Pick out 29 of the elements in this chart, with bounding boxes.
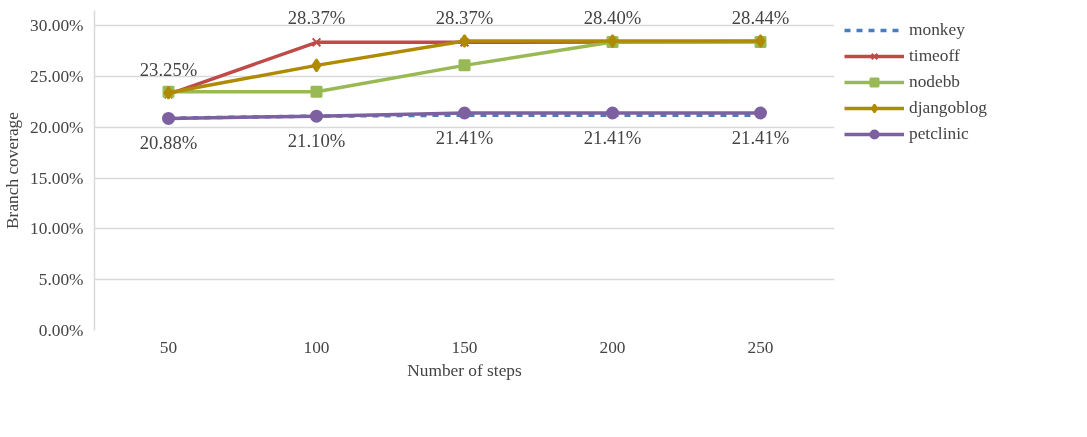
y-tick-label: 20.00%	[30, 117, 84, 137]
data-label: 28.37%	[435, 7, 494, 29]
y-tick-label: 10.00%	[30, 219, 84, 239]
data-label: 23.25%	[139, 59, 198, 81]
legend-label: petclinic	[909, 124, 969, 144]
y-tick-label: 30.00%	[30, 16, 84, 36]
data-label: 21.41%	[583, 127, 642, 148]
x-tick-label: 50	[159, 337, 178, 357]
y-tick-label: 25.00%	[30, 67, 84, 87]
data-label: 28.37%	[287, 7, 346, 29]
legend-label: timeoff	[909, 46, 960, 66]
y-tick-label: 15.00%	[30, 168, 84, 188]
x-tick-label: 200	[599, 337, 626, 357]
data-label: 21.10%	[287, 130, 346, 152]
legend-label: monkey	[909, 20, 965, 40]
x-tick-label: 100	[303, 337, 330, 357]
y-tick-label: 5.00%	[38, 270, 84, 290]
x-axis-title: Number of steps	[407, 360, 523, 380]
legend-label: djangoblog	[909, 98, 987, 118]
data-label: 28.40%	[583, 6, 642, 28]
data-label: 20.88%	[139, 132, 198, 154]
x-tick-label: 150	[451, 337, 478, 357]
x-tick-label: 250	[747, 337, 774, 357]
y-axis-title: Branch coverage	[3, 111, 23, 229]
data-label: 21.41%	[731, 127, 790, 148]
y-tick-label: 0.00%	[38, 321, 84, 340]
legend-label: nodebb	[909, 72, 961, 92]
data-label: 28.44%	[731, 6, 790, 28]
data-label: 21.41%	[435, 127, 494, 148]
